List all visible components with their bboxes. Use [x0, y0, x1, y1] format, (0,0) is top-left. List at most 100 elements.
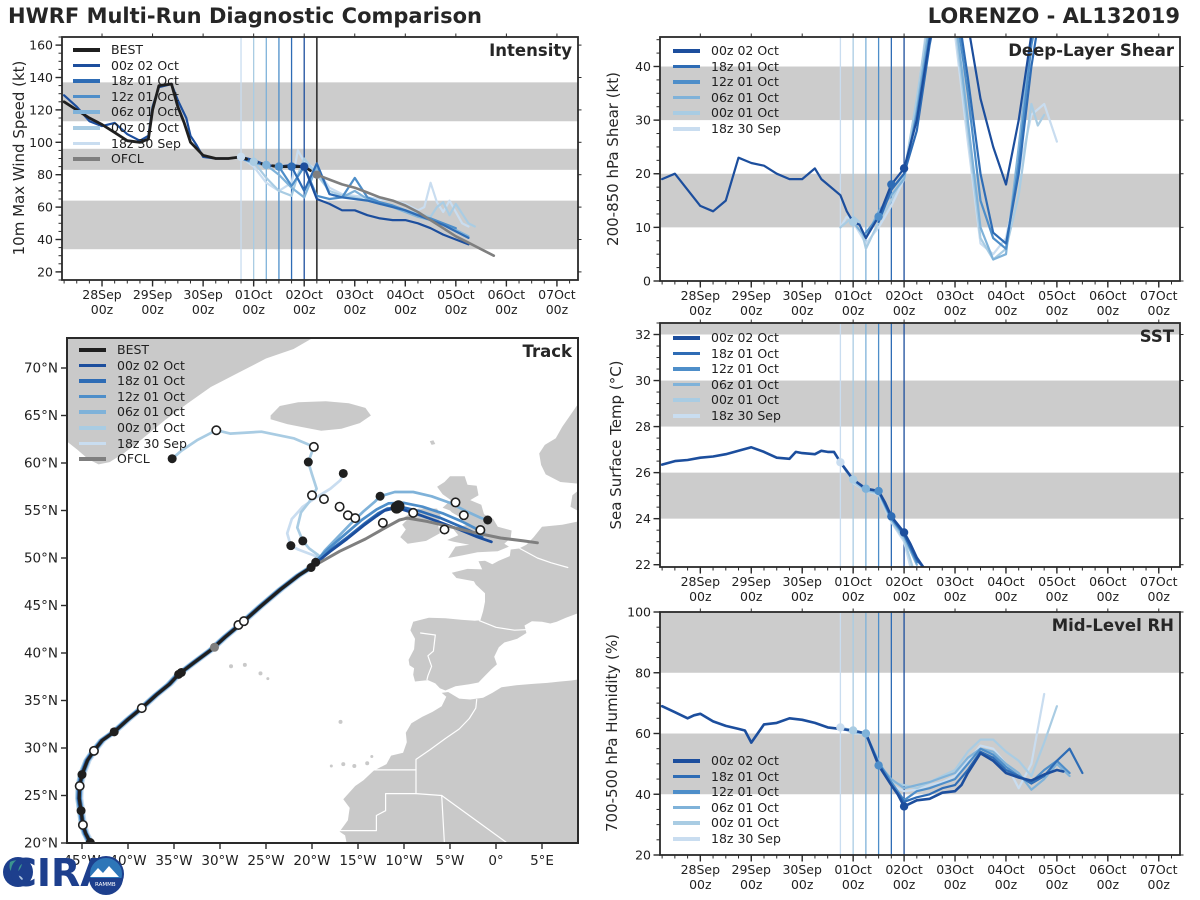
x-tick-date: 07Oct	[1140, 862, 1178, 877]
track-point-00z	[85, 838, 95, 843]
legend-label: 06z 01 Oct	[111, 104, 179, 120]
lat-tick-label: 40°N	[24, 646, 58, 662]
legend-swatch	[79, 379, 106, 383]
x-tick-hour: 00z	[495, 302, 518, 317]
rh-plot: 28Sep00z29Sep00z30Sep00z01Oct00z02Oct00z…	[627, 605, 1184, 892]
track-point-12z	[377, 517, 388, 528]
rh-ylabel: 700-500 hPa Humidity (%)	[603, 633, 621, 833]
landmass	[429, 440, 436, 445]
legend-label: 00z 01 Oct	[711, 392, 779, 408]
legend-row: 06z 01 Oct	[79, 404, 187, 420]
island	[266, 677, 270, 681]
x-tick-hour: 00z	[740, 877, 763, 892]
x-tick-date: 29Sep	[732, 574, 772, 589]
x-tick-date: 04Oct	[387, 287, 425, 302]
init-marker	[874, 486, 883, 496]
legend-label: 00z 01 Oct	[711, 105, 779, 121]
island	[365, 761, 370, 766]
x-tick-date: 28Sep	[681, 574, 721, 589]
legend-row: 18z 30 Sep	[73, 136, 181, 152]
legend-row: BEST	[79, 342, 187, 358]
island	[341, 762, 346, 767]
init-marker	[312, 170, 322, 179]
legend-swatch	[673, 413, 700, 418]
y-tick-label: 120	[29, 102, 53, 117]
x-tick-date: 30Sep	[782, 288, 822, 303]
init-marker	[836, 458, 845, 467]
sst-plot: 28Sep00z29Sep00z30Sep00z01Oct00z02Oct00z…	[635, 319, 1184, 604]
x-tick-date: 01Oct	[834, 288, 872, 303]
x-tick-date: 03Oct	[936, 574, 974, 589]
x-tick-hour: 00z	[689, 877, 712, 892]
map-border	[66, 337, 579, 844]
legend-label: 12z 01 Oct	[111, 88, 179, 104]
init-marker	[874, 212, 883, 221]
track-point-12z	[88, 745, 99, 756]
lon-tick-label: 5°E	[530, 853, 554, 869]
category-band	[660, 173, 1180, 228]
init-marker	[887, 180, 896, 189]
x-tick-date: 05Oct	[1038, 862, 1076, 877]
legend-row: 12z 01 Oct	[673, 784, 781, 800]
country-border	[519, 547, 569, 569]
y-tick-label: 80	[37, 167, 53, 182]
init-marker	[274, 162, 284, 171]
init-marker	[899, 802, 909, 811]
legend-label: 00z 01 Oct	[711, 815, 779, 831]
legend-row: 18z 01 Oct	[673, 59, 781, 75]
track-point-12z	[334, 501, 345, 512]
legend-label: 18z 30 Sep	[711, 120, 781, 136]
x-tick-hour: 00z	[842, 877, 865, 892]
landmass	[570, 490, 578, 511]
country-border	[415, 698, 478, 771]
x-tick-date: 07Oct	[1140, 288, 1178, 303]
y-tick-label: 140	[29, 70, 53, 85]
x-tick-date: 05Oct	[437, 287, 475, 302]
legend-label: 06z 01 Oct	[711, 799, 779, 815]
legend-label: 00z 01 Oct	[117, 419, 185, 435]
lat-tick-label: 35°N	[24, 693, 58, 709]
init-marker	[836, 723, 845, 732]
legend-row: 12z 01 Oct	[79, 389, 187, 405]
y-tick-label: 28	[635, 419, 651, 434]
y-tick-label: 60	[37, 200, 53, 215]
legend-label: 18z 01 Oct	[711, 345, 779, 361]
y-tick-label: 100	[627, 605, 651, 620]
storm-track-r5	[80, 472, 345, 843]
legend-row: 12z 01 Oct	[673, 361, 781, 377]
legend-label: 12z 01 Oct	[711, 784, 779, 800]
x-tick-date: 29Sep	[133, 287, 173, 302]
lon-tick-label: 0°	[488, 853, 503, 869]
x-tick-date: 01Oct	[235, 287, 273, 302]
legend-swatch	[673, 821, 700, 825]
x-tick-date: 06Oct	[1089, 288, 1127, 303]
track-point-12z	[136, 703, 147, 714]
intensity-series	[62, 82, 496, 257]
legend-row: 06z 01 Oct	[673, 90, 781, 106]
x-tick-hour: 00z	[842, 303, 865, 318]
island	[229, 664, 234, 669]
series-best	[62, 82, 243, 160]
init-marker	[874, 761, 883, 770]
legend-swatch	[673, 805, 700, 810]
x-tick-hour: 00z	[293, 302, 316, 317]
legend-swatch	[673, 336, 700, 340]
lat-tick-label: 45°N	[24, 598, 58, 614]
track-point-00z	[76, 806, 86, 816]
lat-tick-label: 60°N	[24, 456, 58, 472]
x-tick-hour: 00z	[1046, 303, 1069, 318]
track-point-00z	[483, 515, 493, 525]
country-border	[441, 794, 509, 843]
legend-label: 00z 02 Oct	[711, 43, 779, 58]
legend-swatch	[73, 79, 100, 83]
x-tick-date: 06Oct	[488, 287, 526, 302]
y-tick-label: 30	[635, 113, 651, 128]
y-tick-label: 20	[635, 166, 651, 181]
x-tick-hour: 00z	[893, 303, 916, 318]
x-tick-date: 05Oct	[1038, 288, 1076, 303]
track-point-00z	[311, 557, 321, 567]
x-tick-hour: 00z	[242, 302, 265, 317]
legend-label: 18z 01 Oct	[711, 58, 779, 74]
legend-label: 18z 30 Sep	[117, 435, 187, 451]
x-tick-hour: 00z	[344, 302, 367, 317]
